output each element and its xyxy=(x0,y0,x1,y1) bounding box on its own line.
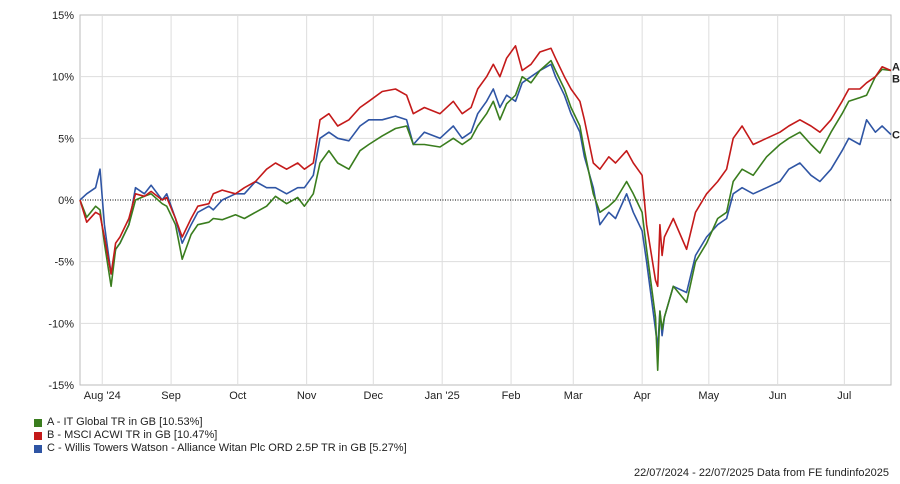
x-tick-label: Mar xyxy=(564,390,583,402)
x-tick-label: Apr xyxy=(634,390,651,402)
legend-swatch-c xyxy=(34,444,42,453)
performance-chart: 15% 10% 5% 0% -5% -10% -15% Aug '24 Sep Oct Nov Dec… xyxy=(48,10,900,402)
x-tick-label: Nov xyxy=(297,390,317,402)
x-tick-label: Sep xyxy=(161,390,181,402)
legend-item-b: B - MSCI ACWI TR in GB [10.47%] xyxy=(34,429,407,442)
y-tick-label: 5% xyxy=(58,133,74,145)
x-tick-label: Aug '24 xyxy=(84,390,121,402)
x-tick-label: Feb xyxy=(502,390,521,402)
series-end-label-b: B xyxy=(892,74,900,86)
legend-swatch-b xyxy=(34,431,42,440)
x-tick-label: Jan '25 xyxy=(425,390,460,402)
x-tick-label: Oct xyxy=(229,390,246,402)
x-tick-label: Dec xyxy=(364,390,384,402)
series-end-label-c: C xyxy=(892,130,900,142)
series-line-c xyxy=(79,63,892,349)
series-line-a xyxy=(79,59,892,371)
y-tick-label: 10% xyxy=(52,72,74,84)
legend-label-c: C - Willis Towers Watson - Alliance Wita… xyxy=(47,442,407,454)
legend-label-a: A - IT Global TR in GB [10.53%] xyxy=(47,416,203,428)
y-tick-label: 0% xyxy=(58,195,74,207)
y-tick-label: -5% xyxy=(54,257,74,269)
legend-label-b: B - MSCI ACWI TR in GB [10.47%] xyxy=(47,429,218,441)
legend-swatch-a xyxy=(34,418,42,427)
y-tick-label: -15% xyxy=(48,380,74,392)
series-line-b xyxy=(79,45,892,288)
chart-legend: A - IT Global TR in GB [10.53%] B - MSCI… xyxy=(34,416,407,455)
legend-item-a: A - IT Global TR in GB [10.53%] xyxy=(34,416,407,429)
series-end-label-a: A xyxy=(892,62,900,74)
legend-item-c: C - Willis Towers Watson - Alliance Wita… xyxy=(34,442,407,455)
x-tick-label: Jun xyxy=(769,390,787,402)
x-tick-label: Jul xyxy=(837,390,851,402)
y-tick-label: -10% xyxy=(48,318,74,330)
data-source-footer: 22/07/2024 - 22/07/2025 Data from FE fun… xyxy=(633,467,889,479)
y-tick-label: 15% xyxy=(52,10,74,22)
x-tick-label: May xyxy=(698,390,719,402)
